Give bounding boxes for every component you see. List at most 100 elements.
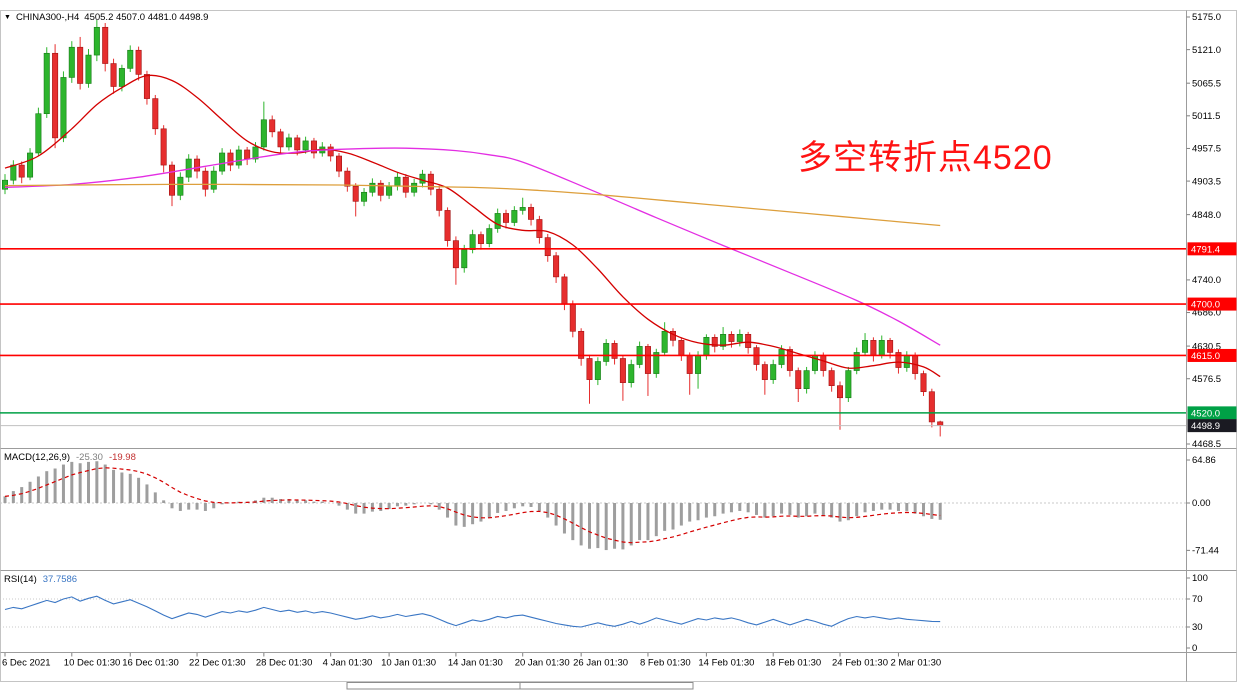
candle-body — [93, 26, 100, 56]
price-axis-label: 4740.0 — [1192, 275, 1221, 286]
candle-body — [519, 207, 526, 211]
price-axis-label: 4686.0 — [1192, 308, 1221, 319]
candle-body — [461, 249, 468, 269]
candle-body — [10, 164, 17, 181]
candle-body — [603, 343, 610, 362]
candle-body — [853, 352, 860, 371]
rsi-axis-label: 30 — [1192, 622, 1203, 633]
price-tag-4700.0: 4700.0 — [1187, 297, 1237, 311]
time-axis-label: 24 Feb 01:30 — [832, 658, 888, 669]
rsi-axis-label: 70 — [1192, 594, 1203, 605]
candle-body — [745, 334, 752, 348]
candle-body — [436, 188, 443, 211]
macd-main-value: -25.30 — [76, 452, 103, 463]
candle-body — [361, 191, 368, 202]
candle-body — [227, 152, 234, 166]
candle-body — [878, 340, 885, 356]
price-axis: 5175.0 5121.0 5065.5 5011.5 4957.5 4903.5 4848… — [1186, 12, 1221, 450]
candle-body — [502, 213, 509, 223]
macd-panel: 64.86 0.00 -71.44 — [0, 455, 1219, 557]
candle-body — [895, 352, 902, 368]
candle-body — [302, 140, 309, 151]
candle-body — [85, 54, 92, 84]
price-tag-4520.0: 4520.0 — [1187, 406, 1237, 420]
candle-body — [619, 358, 626, 383]
candle-body — [1, 179, 9, 190]
candle-body — [252, 146, 259, 160]
time-axis-label: 14 Feb 01:30 — [698, 658, 754, 669]
candle-body — [845, 370, 852, 399]
candle-body — [870, 340, 877, 356]
candle-body — [35, 113, 42, 154]
candle-body — [477, 234, 484, 244]
collapse-chart-icon[interactable]: ▼ — [4, 14, 11, 21]
candle-body — [419, 173, 426, 184]
macd-label: MACD(12,26,9) -25.30 -19.98 — [4, 452, 136, 463]
horizontal-scrollbar[interactable] — [346, 682, 694, 690]
candle-body — [77, 46, 84, 84]
candle-body — [277, 131, 284, 148]
candle-body — [402, 176, 409, 193]
time-axis-label: 22 Dec 01:30 — [189, 658, 246, 669]
candle-body — [377, 182, 384, 196]
scrollbar-segment[interactable] — [519, 682, 694, 690]
time-axis-label: 16 Dec 01:30 — [122, 658, 179, 669]
svg-text:4791.4: 4791.4 — [1191, 244, 1220, 255]
symbol-info: ▼ CHINA300-,H4 4505.2 4507.0 4481.0 4498… — [4, 12, 208, 23]
candle-body — [903, 355, 910, 368]
rsi-panel: 100 70 30 0 — [0, 573, 1208, 654]
candle-body — [386, 185, 393, 196]
candle-body — [836, 385, 843, 399]
candle-body — [661, 330, 668, 353]
candle-body — [553, 255, 560, 278]
candle-body — [152, 98, 159, 130]
candle-body — [210, 170, 217, 190]
macd-signal-line — [4, 467, 941, 544]
candle-body — [169, 164, 176, 196]
candle-body — [327, 146, 334, 157]
candle-body — [185, 158, 192, 178]
candle-body — [494, 213, 501, 229]
ma-fast-red — [4, 74, 941, 378]
price-axis-label: 5011.5 — [1192, 111, 1220, 122]
candle-body — [644, 346, 651, 374]
candle-body — [561, 276, 568, 305]
candle-body — [335, 155, 342, 172]
candle-body — [544, 237, 551, 257]
candle-body — [862, 340, 869, 353]
candle-body — [219, 152, 226, 172]
price-axis-label: 4630.5 — [1192, 341, 1221, 352]
candle-body — [118, 68, 125, 87]
time-axis-label: 28 Dec 01:30 — [256, 658, 313, 669]
candle-body — [486, 228, 493, 244]
svg-text:4615.0: 4615.0 — [1191, 351, 1220, 362]
candle-body — [728, 334, 735, 342]
scrollbar-segment[interactable] — [346, 682, 521, 690]
svg-text:4498.9: 4498.9 — [1191, 421, 1220, 432]
candle-body — [160, 128, 167, 166]
rsi-line — [4, 595, 941, 628]
candle-body — [452, 240, 459, 269]
candle-body — [394, 176, 401, 187]
candle-body — [294, 137, 301, 151]
candle-body — [60, 77, 67, 139]
candle-body — [937, 421, 944, 426]
candle-body — [711, 337, 718, 347]
time-axis-label: 8 Feb 01:30 — [640, 658, 691, 669]
candle-body — [887, 340, 894, 353]
candlesticks — [1, 20, 944, 437]
price-axis-label: 4957.5 — [1192, 144, 1221, 155]
svg-text:4520.0: 4520.0 — [1191, 408, 1220, 419]
time-axis-label: 10 Dec 01:30 — [64, 658, 121, 669]
time-axis-label: 10 Jan 01:30 — [381, 658, 436, 669]
annotation-turning-point[interactable]: 多空转折点4520 — [798, 139, 1053, 177]
rsi-name: RSI(14) — [4, 574, 37, 585]
rsi-value: 37.7586 — [42, 574, 78, 585]
candle-body — [720, 334, 727, 347]
candle-body — [736, 334, 743, 342]
rsi-axis-label: 100 — [1192, 573, 1208, 584]
time-axis-label: 2 Mar 01:30 — [890, 658, 941, 669]
candle-body — [569, 303, 576, 332]
